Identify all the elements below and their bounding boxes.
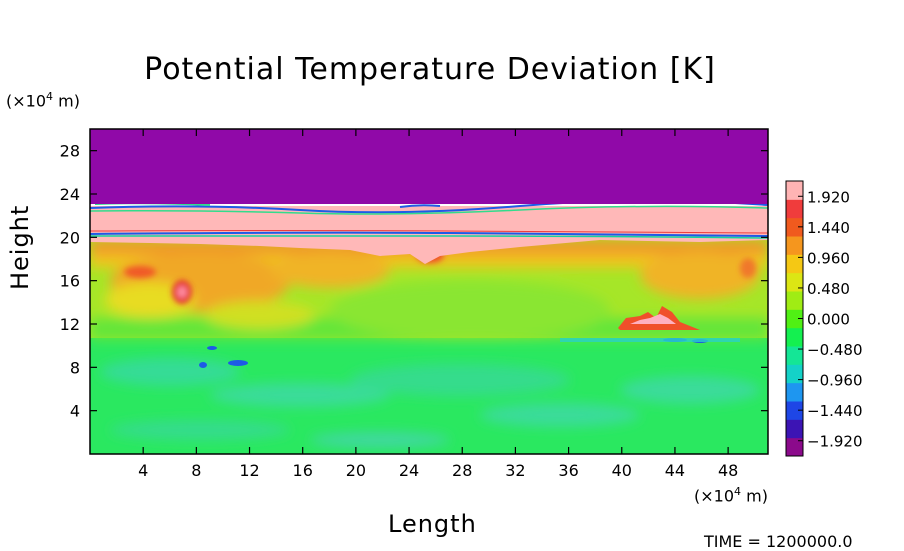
x-axis-label: Length	[388, 510, 477, 538]
colorbar-swatch	[786, 181, 803, 200]
x-tick-label: 48	[718, 461, 738, 480]
y-tick-label: 28	[60, 142, 80, 161]
x-tick-label: 36	[558, 461, 578, 480]
x-tick-label: 20	[346, 461, 366, 480]
colorbar-label: 1.440	[807, 219, 850, 237]
y-axis-unit: (×104 m)	[6, 90, 80, 111]
y-tick-label: 20	[60, 228, 80, 247]
colorbar-swatch	[786, 346, 803, 365]
colorbar-swatch	[786, 254, 803, 274]
colorbar-swatch	[786, 217, 803, 237]
x-tick-label: 8	[191, 461, 201, 480]
colorbar-swatch	[786, 382, 803, 402]
colorbar-label: 0.480	[807, 280, 850, 298]
pink-blob-core	[630, 314, 676, 324]
colorbar-swatch	[786, 291, 803, 310]
x-tick-label: 44	[665, 461, 685, 480]
x-tick-label: 24	[399, 461, 419, 480]
colorbar-swatch	[786, 327, 803, 347]
y-tick-label: 8	[70, 358, 80, 377]
colorbar-swatch	[786, 437, 803, 457]
x-tick-label: 28	[452, 461, 472, 480]
y-tick-label: 16	[60, 272, 80, 291]
heatmap-region-upper	[90, 129, 768, 204]
colorbar-swatch	[786, 272, 803, 292]
colorbar-label: 0.000	[807, 311, 850, 329]
x-tick-label: 16	[293, 461, 313, 480]
colorbar-swatch	[786, 401, 803, 420]
plot-frame	[89, 128, 769, 455]
colorbar-swatch	[786, 236, 803, 255]
colorbar-label: −1.920	[807, 433, 863, 451]
colorbar-label: 0.960	[807, 249, 850, 267]
colorbar-label: 1.920	[807, 188, 850, 206]
chart-title: Potential Temperature Deviation [K]	[144, 52, 716, 87]
colorbar: 1.920 1.440 0.960 0.480 0.000 −0.480 −0.960 −1.…	[785, 180, 863, 457]
colorbar-label: −0.960	[807, 372, 863, 390]
lower-teal-swirls	[100, 358, 760, 448]
warm-layer-blend	[90, 240, 768, 340]
colorbar-swatch	[786, 419, 803, 439]
heatmap-field	[90, 129, 768, 454]
colorbar-label: −0.480	[807, 341, 863, 359]
colorbar-swatch	[786, 199, 803, 219]
cyan-line	[560, 338, 740, 342]
colorbar-swatch	[786, 364, 803, 384]
y-tick-label: 12	[60, 315, 80, 334]
x-tick-label: 12	[239, 461, 259, 480]
colorbar-label: −1.440	[807, 402, 863, 420]
x-tick-label: 40	[612, 461, 632, 480]
x-tick-label: 32	[505, 461, 525, 480]
y-tick-label: 4	[70, 402, 80, 421]
x-axis-unit: (×104 m)	[694, 485, 768, 506]
x-tick-label: 4	[138, 461, 148, 480]
colorbar-swatch	[786, 309, 803, 329]
y-tick-label: 24	[60, 185, 80, 204]
